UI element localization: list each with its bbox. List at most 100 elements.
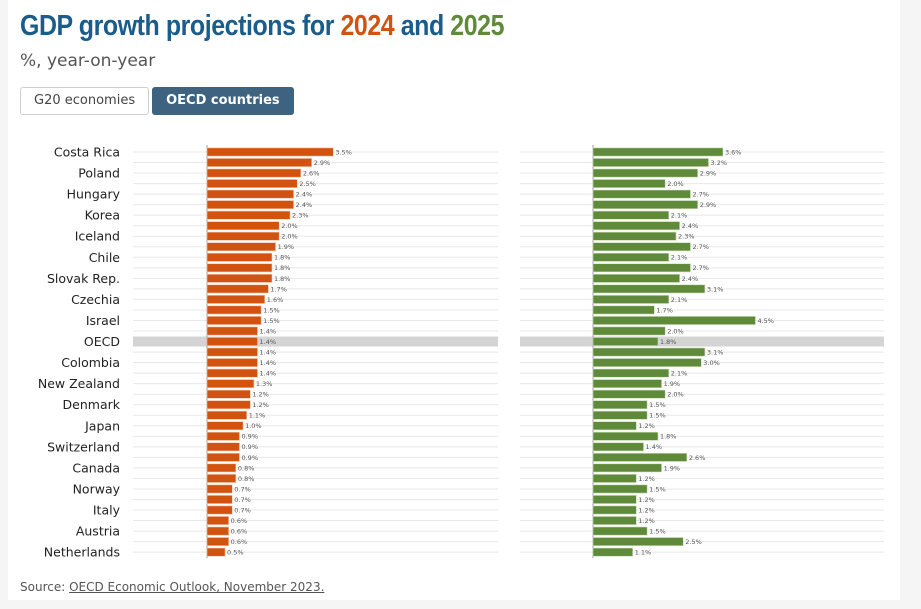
data-label-2024: 1.4% — [260, 338, 277, 346]
data-label-2025: 1.5% — [649, 527, 666, 535]
bar-2024 — [206, 200, 294, 210]
data-label-2025: 1.2% — [638, 496, 655, 504]
bar-2025 — [592, 168, 698, 178]
bar-2024 — [206, 284, 269, 294]
data-label-2024: 1.4% — [260, 359, 277, 367]
bar-2024 — [206, 326, 258, 336]
category-label: Costa Rica — [54, 145, 120, 160]
category-label: Japan — [84, 418, 120, 433]
data-label-2024: 0.7% — [234, 496, 251, 504]
page-title: GDP growth projections for 2024 and 2025 — [20, 10, 504, 43]
bar-2024 — [206, 316, 262, 325]
data-label-2025: 1.2% — [638, 517, 655, 525]
category-label: Czechia — [71, 292, 120, 307]
data-label-2025: 1.2% — [638, 506, 655, 514]
bar-2024 — [206, 242, 276, 252]
data-label-2025: 1.9% — [664, 464, 681, 472]
data-label-2024: 1.7% — [270, 285, 287, 293]
bar-2024 — [206, 505, 233, 515]
data-label-2024: 0.6% — [231, 538, 248, 546]
data-label-2024: 1.4% — [260, 348, 277, 356]
bar-2024 — [206, 158, 312, 167]
tab-g20-economies[interactable]: G20 economies — [20, 87, 150, 115]
category-label: Iceland — [75, 229, 120, 244]
data-label-2024: 1.3% — [256, 380, 273, 388]
data-label-2024: 2.4% — [296, 201, 313, 209]
bar-2025 — [592, 210, 670, 220]
bar-2025 — [592, 495, 637, 504]
bar-2025 — [592, 200, 698, 210]
data-label-2024: 1.4% — [260, 370, 277, 378]
bar-2024 — [206, 273, 273, 283]
category-label: Colombia — [61, 355, 120, 370]
data-label-2024: 0.8% — [238, 464, 255, 472]
bar-2024 — [206, 168, 302, 178]
source-link[interactable]: OECD Economic Outlook, November 2023. — [69, 580, 325, 594]
data-label-2025: 1.5% — [649, 401, 666, 409]
data-label-2025: 1.4% — [646, 443, 663, 451]
bar-2025 — [592, 347, 706, 357]
bar-2024 — [206, 495, 233, 504]
bar-2024 — [206, 431, 240, 441]
bar-2025 — [592, 452, 688, 462]
bar-2024 — [206, 537, 229, 547]
data-label-2025: 3.1% — [707, 285, 724, 293]
data-label-2025: 2.7% — [692, 243, 709, 251]
bar-2025 — [592, 316, 756, 325]
data-label-2025: 2.4% — [682, 222, 699, 230]
data-label-2025: 1.2% — [638, 422, 655, 430]
data-label-2025: 2.0% — [667, 327, 684, 335]
bar-2024 — [206, 474, 237, 483]
data-label-2025: 2.7% — [692, 264, 709, 272]
data-label-2024: 1.5% — [263, 306, 280, 314]
bar-2025 — [592, 242, 691, 252]
data-label-2025: 2.9% — [700, 201, 717, 209]
bar-2025 — [592, 221, 680, 231]
bar-2025 — [592, 252, 670, 262]
bar-2024 — [206, 379, 255, 389]
data-label-2025: 1.7% — [656, 306, 673, 314]
bar-chart: 3.5% 2.9% 2.6% 2.5% 2.4% 2.4% 2.3% 2.0% 2.0% 1.9%… — [38, 145, 884, 560]
data-label-2025: 4.5% — [757, 317, 774, 325]
category-label: Slovak Rep. — [47, 271, 120, 286]
bar-2025 — [592, 326, 666, 336]
bar-2024 — [206, 526, 229, 536]
bar-2024 — [206, 452, 240, 462]
category-label: Poland — [78, 166, 120, 181]
data-label-2024: 1.8% — [274, 254, 291, 262]
bar-2025 — [592, 431, 659, 441]
data-label-2024: 2.6% — [303, 169, 320, 177]
data-label-2024: 1.0% — [245, 422, 262, 430]
data-label-2025: 1.8% — [660, 433, 677, 441]
data-label-2024: 0.9% — [241, 454, 258, 462]
data-label-2025: 2.6% — [689, 454, 706, 462]
bar-2025 — [592, 158, 709, 167]
tab-oecd-countries[interactable]: OECD countries — [152, 87, 294, 115]
bar-2025 — [592, 410, 648, 420]
bar-2025 — [592, 231, 677, 241]
category-label: Denmark — [63, 397, 121, 412]
data-label-2024: 2.3% — [292, 212, 309, 220]
data-label-2024: 1.9% — [278, 243, 295, 251]
bar-2025 — [592, 505, 637, 515]
bar-2025 — [592, 484, 648, 494]
data-label-2024: 2.0% — [281, 222, 298, 230]
bar-2024 — [206, 179, 298, 188]
bar-2025 — [592, 421, 637, 431]
data-label-2025: 1.5% — [649, 485, 666, 493]
data-label-2025: 2.1% — [671, 212, 688, 220]
bar-2024 — [206, 252, 273, 262]
bar-2025 — [592, 389, 666, 399]
bar-2025 — [592, 305, 655, 315]
data-label-2025: 2.9% — [700, 169, 717, 177]
bar-2025 — [592, 400, 648, 410]
tab-group: G20 economies OECD countries — [20, 87, 294, 115]
bar-2025 — [592, 273, 680, 283]
bar-2025 — [592, 442, 644, 452]
source-prefix: Source: — [20, 580, 70, 594]
bar-2024 — [206, 463, 237, 473]
bar-2025 — [592, 368, 670, 378]
data-label-2024: 1.5% — [263, 317, 280, 325]
bar-2024 — [206, 295, 266, 304]
bar-2024 — [206, 516, 229, 525]
